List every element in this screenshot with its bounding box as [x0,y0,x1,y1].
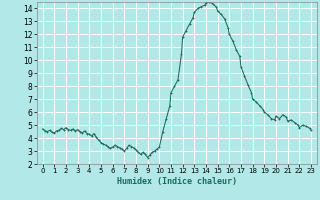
X-axis label: Humidex (Indice chaleur): Humidex (Indice chaleur) [117,177,237,186]
